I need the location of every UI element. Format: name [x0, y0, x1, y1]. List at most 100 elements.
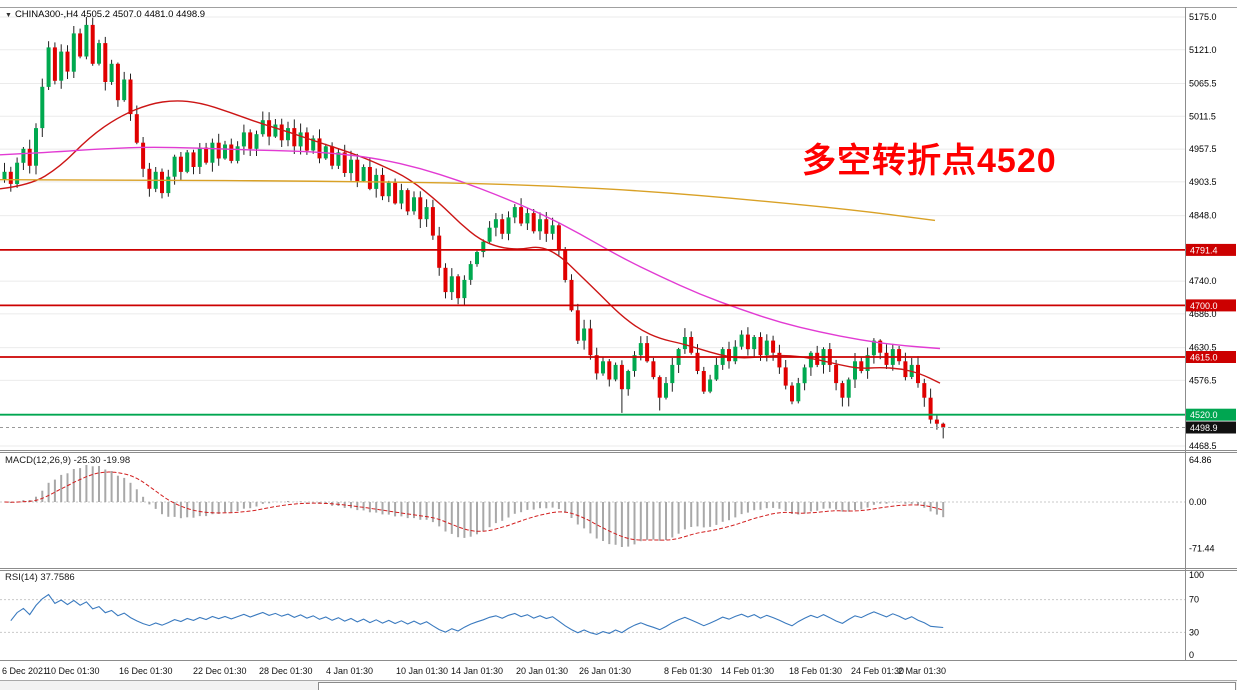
candle-body: [229, 144, 234, 161]
candle-body: [468, 264, 473, 280]
candle-body: [601, 361, 605, 374]
candle-body: [380, 174, 385, 197]
y-axis-tick-label: 4468.5: [1189, 441, 1217, 451]
x-axis-date-label: 20 Jan 01:30: [516, 666, 568, 676]
candle-body: [292, 128, 297, 147]
macd-axis-tick-label: 0.00: [1189, 497, 1207, 507]
candle-body: [733, 346, 738, 362]
candle-body: [865, 355, 870, 371]
candle-body: [456, 276, 461, 299]
x-axis-date-label: 24 Feb 01:30: [851, 666, 904, 676]
x-axis-date-label: 10 Jan 01:30: [396, 666, 448, 676]
macd-axis-tick-label: -71.44: [1189, 543, 1215, 553]
candle-body: [59, 51, 64, 81]
candle-body: [443, 267, 448, 293]
candle-body: [500, 219, 505, 234]
candle-body: [393, 182, 398, 204]
candle-body: [267, 120, 272, 137]
candle-body: [134, 114, 139, 143]
candle-body: [8, 171, 13, 184]
x-axis-date-label: 10 Dec 01:30: [46, 666, 100, 676]
x-axis-date-label: 6 Dec 2021: [2, 666, 48, 676]
candle-body: [934, 419, 939, 424]
candle-body: [840, 383, 845, 398]
price-axis[interactable]: [1186, 8, 1237, 658]
x-axis-date-label: 28 Dec 01:30: [259, 666, 313, 676]
candle-body: [40, 86, 45, 129]
candle-body: [739, 334, 744, 347]
y-axis-tick-label: 5121.0: [1189, 45, 1217, 55]
symbol-bar: ▼ CHINA300-,H4 4505.2 4507.0 4481.0 4498.…: [5, 9, 205, 20]
candle-body: [367, 167, 372, 189]
candle-body: [216, 142, 221, 159]
price-level-badge: [1186, 408, 1236, 421]
candle-body: [531, 213, 536, 232]
candle-body: [563, 249, 568, 280]
candle-body: [556, 225, 561, 250]
candle-body: [645, 343, 650, 362]
candle-body: [462, 279, 467, 299]
candle-body: [859, 361, 864, 371]
candle-body: [241, 132, 246, 147]
macd-indicator-label: MACD(12,26,9) -25.30 -19.98: [5, 455, 131, 466]
candle-body: [437, 235, 442, 268]
candle-body: [846, 379, 851, 398]
horizontal-scrollbar[interactable]: [0, 680, 1237, 690]
candle-body: [78, 33, 83, 57]
x-axis-date-label: 8 Feb 01:30: [664, 666, 712, 676]
candle-body: [2, 171, 7, 180]
candle-body: [122, 79, 127, 101]
scrollbar-thumb[interactable]: [318, 682, 1236, 690]
ma-mid-magenta: [0, 146, 941, 350]
collapse-chart-icon[interactable]: ▼: [5, 12, 12, 19]
candle-body: [210, 142, 215, 163]
candle-body: [588, 328, 593, 356]
candle-body: [84, 24, 89, 57]
candle-body: [279, 124, 284, 141]
chart-annotation: 多空转折点4520: [802, 142, 1057, 180]
candle-body: [223, 144, 227, 159]
x-axis-date-label: 16 Dec 01:30: [119, 666, 173, 676]
time-axis[interactable]: [0, 661, 1185, 679]
x-axis-date-label: 18 Feb 01:30: [789, 666, 842, 676]
candle-body: [758, 337, 763, 356]
candle-body: [399, 190, 404, 204]
x-axis-date-label: 2 Mar 01:30: [898, 666, 946, 676]
candle-body: [204, 147, 209, 163]
candle-body: [771, 340, 776, 353]
candle-body: [594, 355, 599, 374]
candle-body: [166, 176, 171, 194]
candle-body: [802, 367, 807, 384]
candle-body: [430, 207, 435, 236]
candle-body: [790, 385, 794, 402]
candle-body: [714, 364, 719, 380]
candle-body: [626, 371, 631, 390]
candle-body: [21, 148, 26, 163]
candle-body: [191, 152, 196, 167]
macd-signal-line: [4, 471, 944, 541]
price-level-badge-label: 4615.0: [1190, 353, 1218, 363]
candle-body: [670, 364, 675, 384]
symbol-ohlc-label: CHINA300-,H4 4505.2 4507.0 4481.0 4498.9: [14, 9, 206, 20]
candle-body: [298, 132, 303, 147]
candle-body: [701, 371, 706, 392]
candle-body: [575, 310, 580, 341]
candle-body: [311, 138, 316, 151]
rsi-axis-tick-label: 70: [1189, 595, 1199, 605]
price-level-badge-label: 4520.0: [1190, 410, 1218, 420]
candle-body: [235, 146, 240, 161]
candle-body: [172, 156, 177, 177]
candle-body: [632, 355, 637, 371]
candle-body: [160, 171, 164, 194]
y-axis-tick-label: 5011.5: [1189, 111, 1216, 121]
candle-body: [178, 156, 183, 172]
rsi-axis-tick-label: 30: [1189, 627, 1199, 637]
candle-body: [27, 148, 32, 166]
candle-body: [330, 146, 335, 166]
y-axis-tick-label: 5065.5: [1189, 79, 1217, 89]
candle-body: [449, 276, 454, 293]
price-level-badge-label: 4791.4: [1190, 245, 1218, 255]
candle-body: [506, 217, 511, 234]
